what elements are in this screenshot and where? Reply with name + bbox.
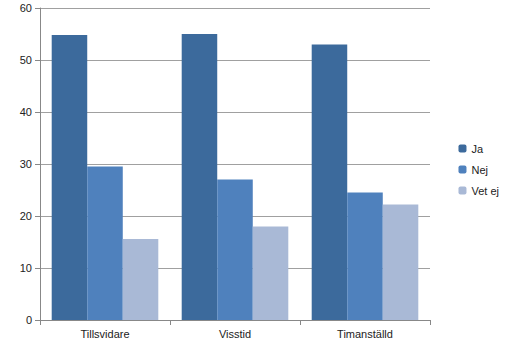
svg-text:30: 30	[20, 158, 32, 170]
svg-text:60: 60	[20, 2, 32, 14]
svg-text:Timanställd: Timanställd	[337, 328, 393, 339]
svg-text:0: 0	[26, 314, 32, 326]
svg-text:20: 20	[20, 210, 32, 222]
svg-text:50: 50	[20, 54, 32, 66]
svg-text:Tillsvidare: Tillsvidare	[80, 328, 129, 339]
svg-text:Nej: Nej	[471, 164, 488, 176]
svg-text:Visstid: Visstid	[219, 328, 251, 339]
svg-text:Ja: Ja	[471, 143, 484, 155]
svg-text:40: 40	[20, 106, 32, 118]
svg-text:Vet ej: Vet ej	[471, 185, 499, 197]
svg-text:10: 10	[20, 262, 32, 274]
